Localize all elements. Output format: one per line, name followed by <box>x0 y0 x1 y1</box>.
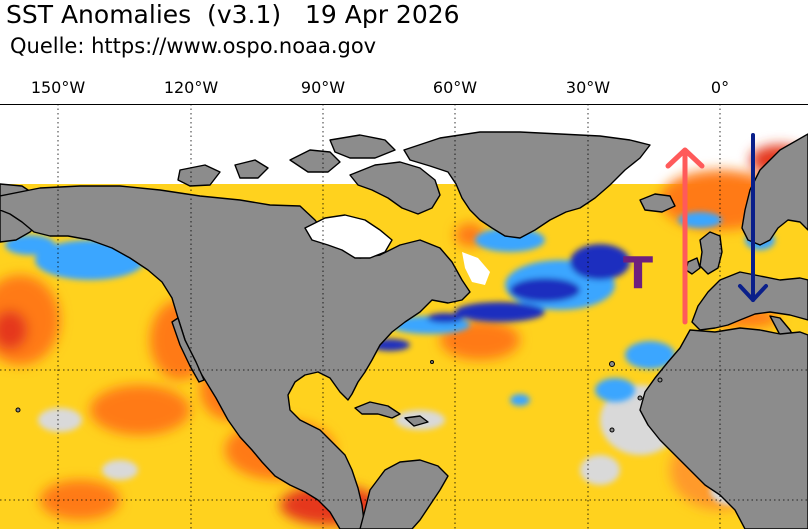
sst-anomaly-map: T <box>0 104 808 529</box>
land-south-america <box>359 459 449 529</box>
island-bermuda <box>430 360 434 364</box>
island-cape-verde <box>609 427 615 433</box>
land-continental-europe <box>691 271 808 331</box>
ice-labrador <box>462 252 490 285</box>
land-africa <box>639 327 808 529</box>
land-baja <box>171 317 205 383</box>
ice-hudson-bay <box>304 214 393 259</box>
land-cuba <box>354 401 401 419</box>
land-arctic-island-4 <box>329 134 396 159</box>
island-azores <box>609 361 615 367</box>
lon-label-90w: 90°W <box>300 78 346 97</box>
land-arctic-island-2 <box>234 159 269 179</box>
island-canaries <box>637 395 643 401</box>
island-hawaii <box>15 407 21 413</box>
lon-label-0: 0° <box>710 78 730 97</box>
land-iceland <box>639 193 676 213</box>
island-madeira <box>657 377 663 383</box>
land-arctic-island-3 <box>177 164 221 187</box>
map-title: SST Anomalies (v3.1) 19 Apr 2026 <box>6 0 460 29</box>
land-masses <box>0 131 808 529</box>
arrow-up-icon <box>665 147 705 325</box>
land-hispaniola <box>404 415 429 427</box>
land-arctic-island-1 <box>289 149 341 173</box>
arrow-down-icon <box>738 133 768 302</box>
lon-label-150w: 150°W <box>30 78 86 97</box>
lon-label-30w: 30°W <box>565 78 611 97</box>
land-greenland <box>403 131 651 239</box>
small-islands <box>15 360 663 433</box>
source-credit: Quelle: https://www.ospo.noaa.gov <box>10 34 377 58</box>
land-baffin-island <box>349 161 441 215</box>
cold-patches <box>5 212 775 406</box>
lon-label-120w: 120°W <box>163 78 219 97</box>
lon-label-60w: 60°W <box>432 78 478 97</box>
land-british-isles <box>699 231 723 275</box>
annotation-label: T <box>623 248 653 299</box>
graticule <box>0 104 808 529</box>
